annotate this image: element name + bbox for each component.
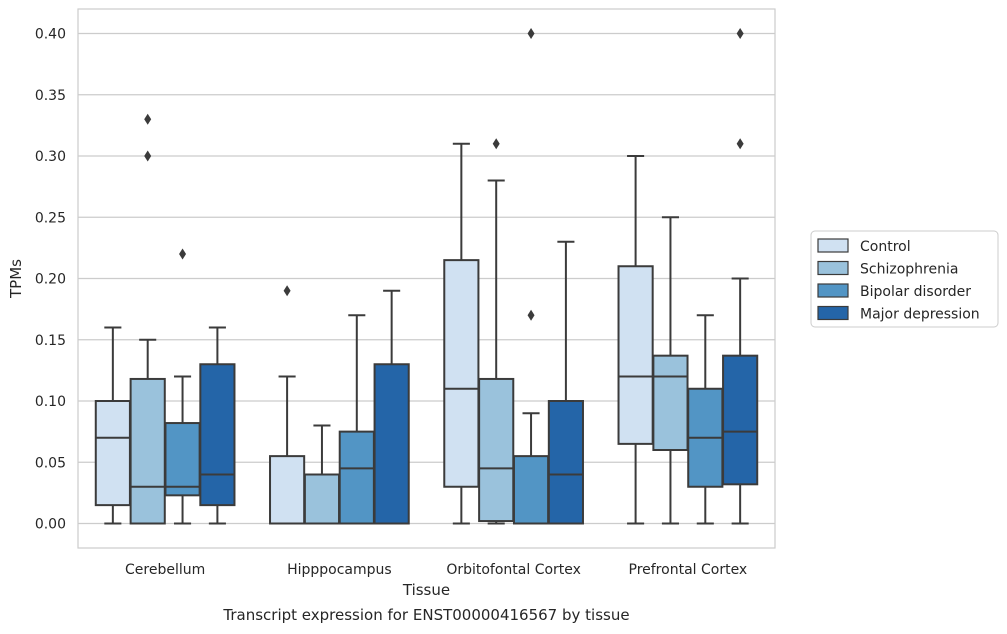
y-tick-label: 0.05 bbox=[35, 455, 66, 471]
box-body bbox=[303, 473, 341, 525]
box-control bbox=[94, 326, 131, 525]
box-body bbox=[94, 400, 131, 507]
y-tick-label: 0.30 bbox=[35, 149, 66, 165]
box-schizophrenia bbox=[129, 113, 166, 525]
box-body bbox=[652, 354, 689, 451]
legend-swatch bbox=[817, 260, 849, 276]
box-body bbox=[617, 265, 654, 445]
legend-label: Bipolar disorder bbox=[860, 284, 971, 300]
legend-label: Major depression bbox=[860, 307, 980, 323]
box-bipolar-disorder bbox=[512, 28, 550, 525]
box-schizophrenia bbox=[303, 424, 341, 525]
plot-frame bbox=[77, 8, 776, 549]
legend-box bbox=[810, 230, 999, 328]
box-body bbox=[164, 422, 201, 497]
y-axis-label: TPMs bbox=[7, 259, 25, 299]
box-major-depression bbox=[547, 240, 584, 525]
box-body bbox=[269, 455, 306, 525]
y-tick-label: 0.10 bbox=[35, 394, 66, 410]
box-bipolar-disorder bbox=[687, 314, 724, 525]
y-tick-label: 0.15 bbox=[35, 333, 66, 349]
legend-label: Control bbox=[860, 239, 911, 255]
outlier-point bbox=[736, 28, 744, 39]
x-tick-label: Hipppocampus bbox=[287, 562, 392, 578]
y-tick-label: 0.40 bbox=[35, 27, 66, 43]
outlier-point bbox=[527, 309, 535, 321]
outlier-point bbox=[179, 248, 187, 260]
box-major-depression bbox=[722, 28, 759, 525]
box-bipolar-disorder bbox=[338, 314, 375, 525]
legend-swatch bbox=[817, 305, 849, 321]
y-tick-label: 0.25 bbox=[35, 210, 66, 226]
box-body bbox=[373, 363, 410, 525]
y-tick-label: 0.00 bbox=[35, 517, 66, 533]
box-body bbox=[478, 377, 515, 523]
box-control bbox=[617, 155, 654, 525]
box-series bbox=[94, 28, 759, 525]
y-tick-labels: 0.00 0.05 0.10 0.15 0.20 0.25 0.30 0.35 0.40 bbox=[35, 27, 66, 533]
x-tick-label: Orbitofontal Cortex bbox=[446, 562, 581, 578]
box-bipolar-disorder bbox=[164, 248, 201, 525]
outlier-point bbox=[527, 28, 535, 39]
outlier-point bbox=[492, 138, 500, 150]
x-tick-labels: Cerebellum Hipppocampus Orbitofontal Corte… bbox=[125, 562, 747, 578]
y-tick-label: 0.20 bbox=[35, 272, 66, 288]
legend-swatch bbox=[817, 238, 849, 253]
box-control bbox=[443, 142, 480, 525]
x-tick-label: Prefrontal Cortex bbox=[629, 562, 748, 578]
outlier-point bbox=[144, 113, 152, 125]
box-body bbox=[547, 400, 584, 525]
box-schizophrenia bbox=[478, 138, 515, 525]
chart-caption: Transcript expression for ENST0000041656… bbox=[223, 606, 630, 624]
x-tick-label: Cerebellum bbox=[125, 562, 205, 578]
box-control bbox=[269, 285, 306, 525]
legend-swatch bbox=[817, 283, 849, 298]
box-major-depression bbox=[373, 289, 410, 525]
box-body bbox=[199, 363, 236, 507]
box-body bbox=[338, 430, 375, 525]
outlier-point bbox=[283, 285, 291, 297]
x-axis-label: Tissue bbox=[402, 581, 450, 599]
outlier-point bbox=[736, 138, 744, 150]
legend: Control Schizophrenia Bipolar disorder Majo… bbox=[810, 230, 999, 328]
box-body bbox=[512, 455, 550, 525]
box-body bbox=[443, 259, 480, 488]
outlier-point bbox=[144, 150, 152, 162]
box-major-depression bbox=[199, 326, 236, 525]
box-body bbox=[722, 354, 759, 486]
legend-label: Schizophrenia bbox=[860, 262, 958, 278]
box-schizophrenia bbox=[652, 216, 689, 525]
y-tick-label: 0.35 bbox=[35, 88, 66, 104]
box-body bbox=[129, 377, 166, 525]
